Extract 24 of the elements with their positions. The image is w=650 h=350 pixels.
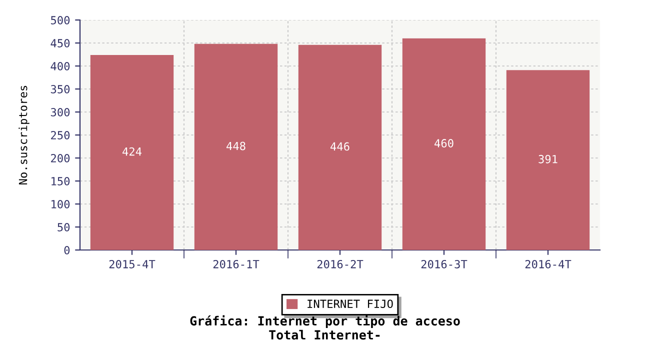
x-tick-label: 2016-3T: [421, 260, 468, 268]
y-axis-title: No.suscriptores: [18, 86, 30, 184]
text: Gráfica: Internet por tipo de acceso Total Internet-: [190, 315, 460, 340]
legend-label: INTERNET FIJO: [308, 300, 393, 308]
data-label: 446: [330, 142, 350, 151]
y-tick-label: 250: [51, 131, 70, 140]
x-tick-label: 2016-2T: [317, 260, 364, 268]
data-label: 460: [434, 139, 454, 148]
x-tick-label: 2016-1T: [213, 260, 260, 268]
data-label: 448: [226, 142, 246, 150]
y-tick-label: 200: [51, 154, 70, 162]
x-tick-label: 2015-4T: [109, 260, 156, 268]
y-tick-label: 150: [52, 177, 70, 186]
y-tick-label: 100: [52, 200, 70, 208]
y-tick-label: 500: [50, 16, 70, 24]
y-tick-label: 400: [50, 62, 70, 70]
data-label: 391: [538, 154, 558, 164]
x-tick-label: 2016-4T: [525, 260, 572, 268]
y-tick-label: 300: [50, 108, 70, 116]
y-tick-label: 0: [64, 246, 70, 254]
y-tick-label: 450: [50, 39, 70, 48]
data-label: 424: [122, 147, 142, 156]
y-tick-label: 50: [58, 223, 70, 232]
y-tick-label: 350: [50, 85, 70, 94]
